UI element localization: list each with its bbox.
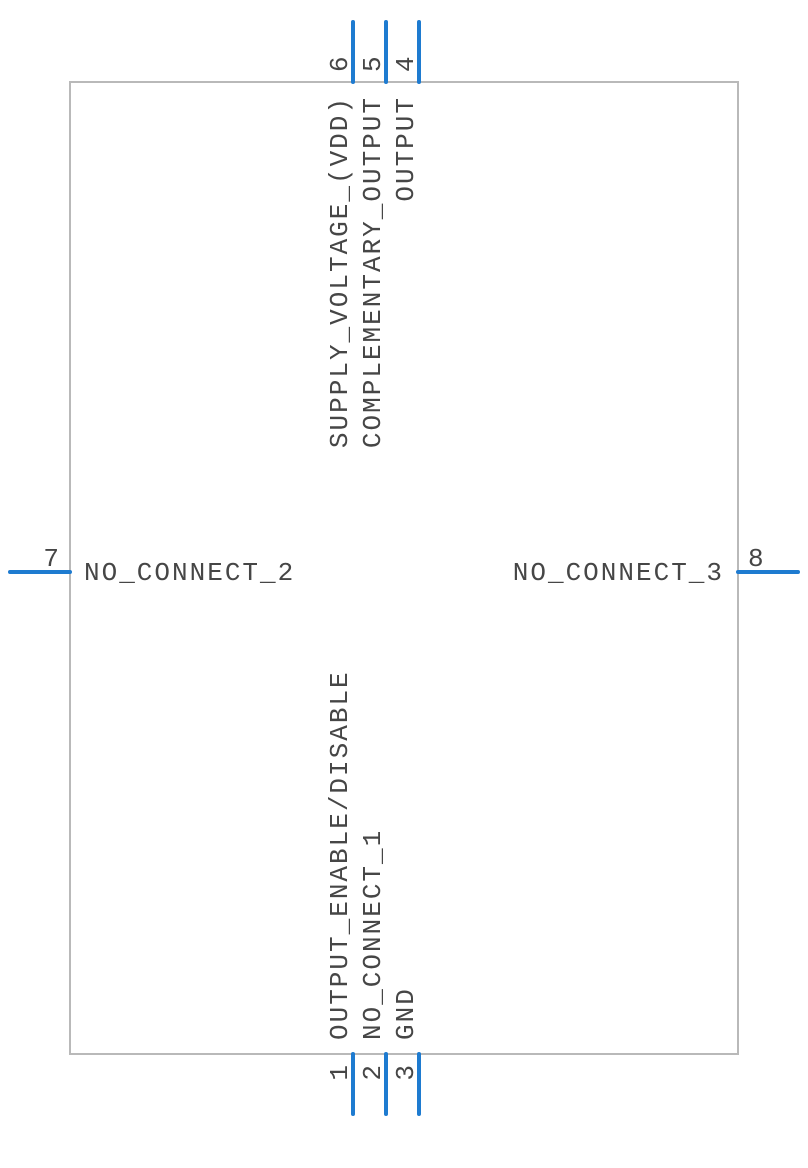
pin-2-label: NO_CONNECT_1 [358, 829, 388, 1040]
pin-6-number: 6 [325, 55, 355, 72]
pin-5-number: 5 [358, 55, 388, 72]
pin-1-number: 1 [325, 1064, 355, 1081]
pin-4-number: 4 [391, 55, 421, 72]
pin-3-label: GND [391, 987, 421, 1040]
pin-2: 2 NO_CONNECT_1 [358, 829, 388, 1114]
pin-2-number: 2 [358, 1064, 388, 1081]
pin-1-label: OUTPUT_ENABLE/DISABLE [325, 670, 355, 1040]
pin-8-label: NO_CONNECT_3 [513, 558, 724, 588]
pin-8-number: 8 [748, 544, 765, 574]
pin-7-label: NO_CONNECT_2 [84, 558, 295, 588]
pin-7-number: 7 [43, 544, 60, 574]
pin-4-label: OUTPUT [391, 96, 421, 202]
pin-6-label: SUPPLY_VOLTAGE_(VDD) [325, 96, 355, 448]
pin-5-label: COMPLEMENTARY_OUTPUT [358, 96, 388, 448]
pin-3-number: 3 [391, 1064, 421, 1081]
